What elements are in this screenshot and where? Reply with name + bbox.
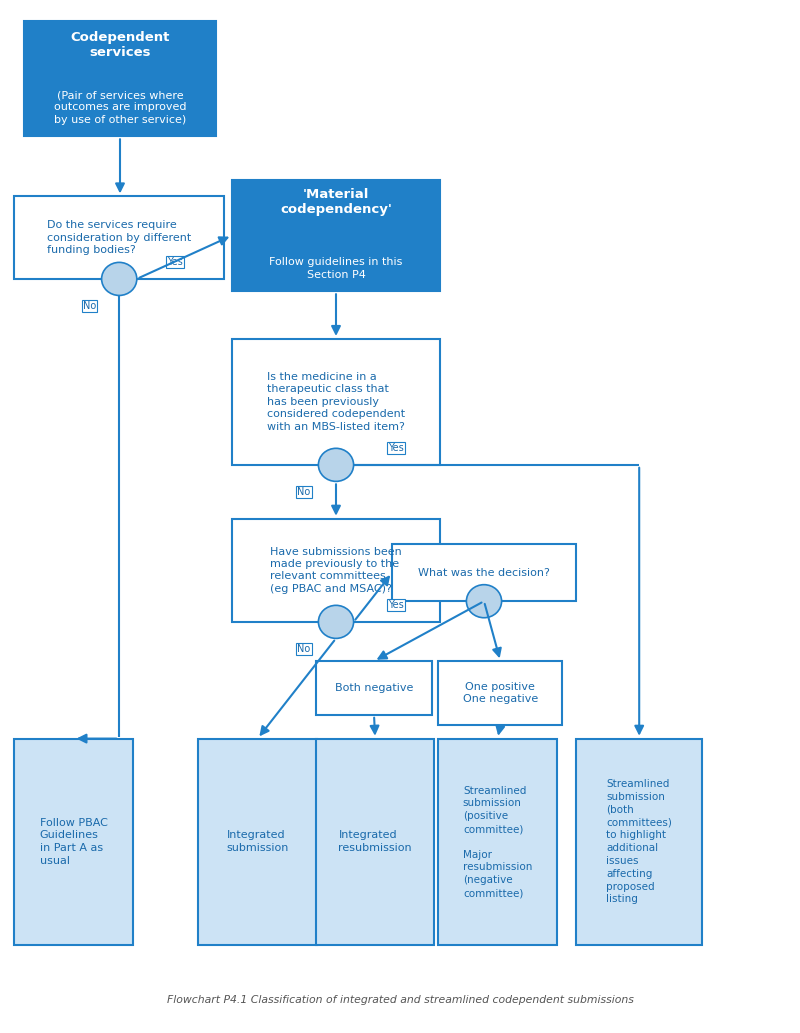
FancyBboxPatch shape — [198, 739, 317, 945]
Text: One positive
One negative: One positive One negative — [462, 682, 538, 705]
FancyBboxPatch shape — [14, 739, 133, 945]
FancyBboxPatch shape — [392, 544, 576, 601]
FancyBboxPatch shape — [316, 661, 432, 715]
Text: What was the decision?: What was the decision? — [418, 568, 550, 577]
Ellipse shape — [318, 448, 354, 481]
Ellipse shape — [318, 605, 354, 638]
Text: Codependent
services: Codependent services — [70, 31, 170, 59]
FancyBboxPatch shape — [576, 739, 702, 945]
Text: No: No — [298, 487, 310, 497]
Text: Follow guidelines in this
Section P4: Follow guidelines in this Section P4 — [270, 257, 402, 280]
FancyBboxPatch shape — [438, 661, 562, 725]
Text: Streamlined
submission
(positive
committee)

Major
resubmission
(negative
commit: Streamlined submission (positive committ… — [463, 786, 532, 898]
FancyBboxPatch shape — [438, 739, 557, 945]
Text: Integrated
resubmission: Integrated resubmission — [338, 831, 412, 853]
FancyBboxPatch shape — [14, 196, 224, 279]
Text: Yes: Yes — [167, 257, 183, 268]
Text: Yes: Yes — [388, 600, 404, 611]
FancyBboxPatch shape — [232, 519, 440, 622]
FancyBboxPatch shape — [232, 339, 440, 465]
Text: Flowchart P4.1 Classification of integrated and streamlined codependent submissi: Flowchart P4.1 Classification of integra… — [166, 995, 634, 1005]
FancyBboxPatch shape — [316, 739, 434, 945]
Text: Streamlined
submission
(both
committees)
to highlight
additional
issues
affectin: Streamlined submission (both committees)… — [606, 779, 672, 905]
Text: Yes: Yes — [388, 443, 404, 453]
Text: Both negative: Both negative — [335, 683, 413, 693]
Text: Do the services require
consideration by different
funding bodies?: Do the services require consideration by… — [47, 220, 191, 255]
Text: 'Material
codependency': 'Material codependency' — [280, 188, 392, 216]
Ellipse shape — [102, 262, 137, 295]
Text: Integrated
submission: Integrated submission — [226, 831, 289, 853]
FancyBboxPatch shape — [24, 21, 216, 136]
Text: Is the medicine in a
therapeutic class that
has been previously
considered codep: Is the medicine in a therapeutic class t… — [267, 372, 405, 432]
FancyBboxPatch shape — [232, 180, 440, 291]
Text: (Pair of services where
outcomes are improved
by use of other service): (Pair of services where outcomes are imp… — [54, 90, 186, 125]
Ellipse shape — [466, 585, 502, 618]
Text: No: No — [83, 301, 96, 311]
Text: Have submissions been
made previously to the
relevant committees
(eg PBAC and MS: Have submissions been made previously to… — [270, 546, 402, 594]
Text: Follow PBAC
Guidelines
in Part A as
usual: Follow PBAC Guidelines in Part A as usua… — [40, 818, 107, 866]
Text: No: No — [298, 644, 310, 654]
